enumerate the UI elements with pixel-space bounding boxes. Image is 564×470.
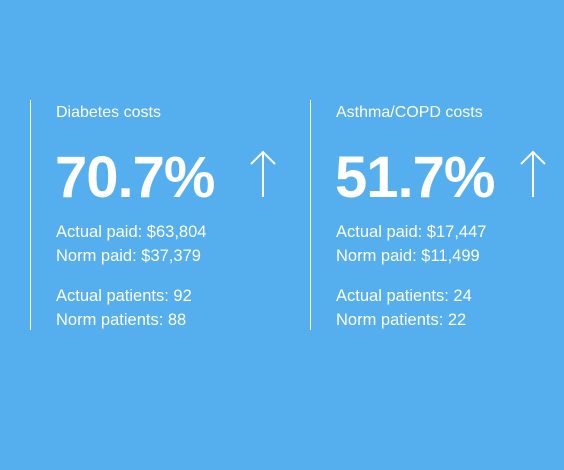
percent-change-value: 70.7%: [55, 145, 215, 210]
actual-patients: Actual patients: 24: [336, 287, 472, 305]
asthma-copd-costs-card: Asthma/COPD costs 51.7% Actual paid: $17…: [310, 100, 564, 330]
norm-patients: Norm patients: 22: [336, 311, 467, 329]
norm-paid: Norm paid: $37,379: [56, 247, 201, 265]
percent-change-value: 51.7%: [335, 145, 495, 210]
norm-paid: Norm paid: $11,499: [336, 247, 480, 265]
arrow-up-icon: [250, 150, 276, 197]
actual-paid: Actual paid: $17,447: [336, 223, 487, 241]
actual-patients: Actual patients: 92: [56, 287, 192, 305]
norm-patients: Norm patients: 88: [56, 311, 187, 329]
actual-paid: Actual paid: $63,804: [56, 223, 207, 241]
diabetes-costs-card: Diabetes costs 70.7% Actual paid: $63,80…: [30, 100, 290, 330]
card-title: Asthma/COPD costs: [336, 104, 483, 121]
arrow-up-icon: [520, 150, 546, 197]
card-title: Diabetes costs: [56, 104, 161, 121]
